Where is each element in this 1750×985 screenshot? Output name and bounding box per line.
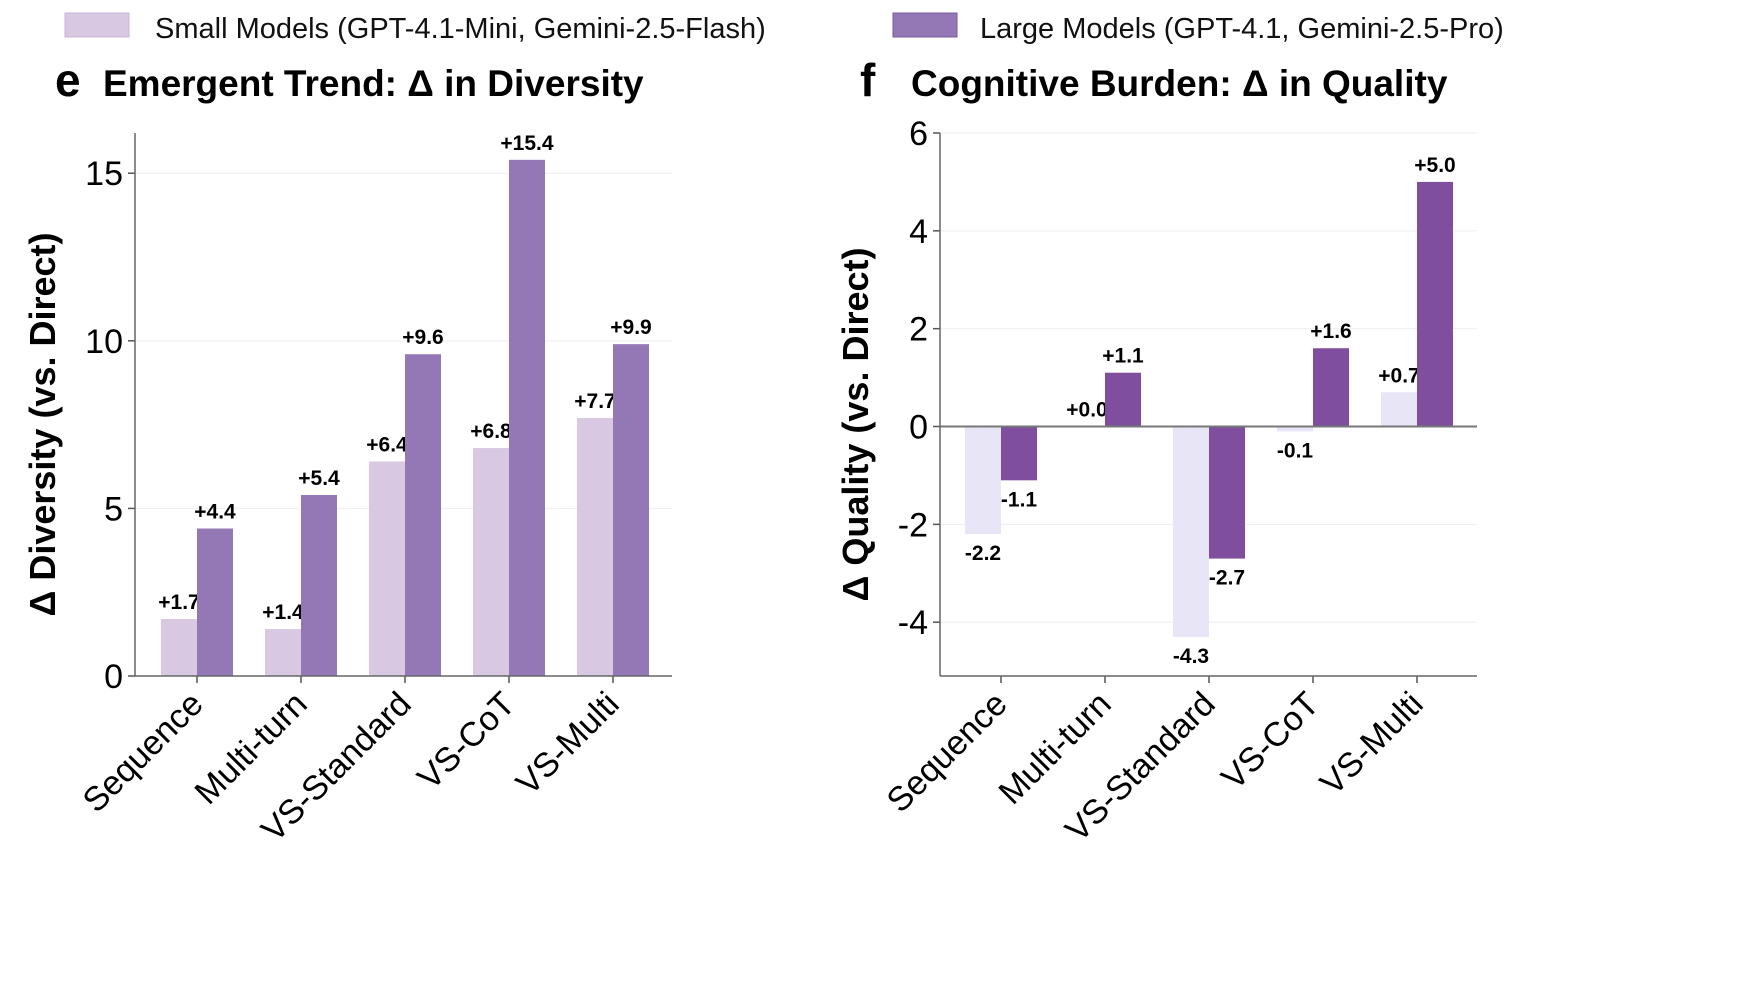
data-label: -4.3 <box>1173 645 1209 668</box>
y-tick-label: 10 <box>85 323 123 361</box>
y-tick-label: 0 <box>909 409 928 447</box>
bar-large-vs-multi <box>1417 181 1453 427</box>
x-tick-label: VS-CoT <box>1214 685 1326 797</box>
y-axis-label: Δ Quality (vs. Direct) <box>835 248 876 602</box>
bar-small-vs-standard <box>1173 426 1209 637</box>
bar-large-vs-standard <box>1209 426 1245 559</box>
bar-small-vs-multi <box>1381 392 1417 427</box>
x-tick-label: Sequence <box>880 685 1015 820</box>
y-tick-label: 6 <box>909 115 928 153</box>
x-tick-label: Sequence <box>76 685 211 820</box>
y-tick-label: 2 <box>909 311 928 349</box>
y-tick-label: -4 <box>898 604 928 642</box>
data-label: -0.1 <box>1277 439 1314 462</box>
bar-small-vs-cot <box>473 448 509 676</box>
bar-small-multi-turn <box>265 629 301 676</box>
y-tick-label: 5 <box>104 490 123 528</box>
data-label: +4.4 <box>194 501 236 524</box>
data-label: +1.7 <box>158 591 199 614</box>
panel-e: e Emergent Trend: Δ in Diversity 0 5 10 15 Δ D… <box>22 54 672 849</box>
data-label: -2.2 <box>965 542 1001 565</box>
data-label: +6.4 <box>366 433 408 456</box>
data-label: +6.8 <box>470 420 512 443</box>
chart-title: Emergent Trend: Δ in Diversity <box>103 63 644 104</box>
data-label: +9.6 <box>402 326 443 349</box>
y-tick-label: -2 <box>898 506 928 544</box>
legend: Small Models (GPT-4.1-Mini, Gemini-2.5-F… <box>64 12 1504 45</box>
data-label: -2.7 <box>1209 567 1245 590</box>
x-tick-label: VS-CoT <box>410 685 522 797</box>
bar-small-vs-multi <box>577 417 613 676</box>
bar-small-vs-cot <box>1277 426 1313 432</box>
bar-large-sequence <box>1001 426 1037 481</box>
bar-large-multi-turn <box>1105 372 1141 427</box>
data-label: +1.4 <box>262 601 304 624</box>
bar-small-vs-standard <box>369 461 405 676</box>
legend-swatch-small <box>64 12 130 38</box>
bar-small-sequence <box>161 619 197 676</box>
y-tick-label: 4 <box>909 213 928 251</box>
legend-label-small: Small Models (GPT-4.1-Mini, Gemini-2.5-F… <box>155 13 766 45</box>
data-label: +0.7 <box>1378 364 1419 387</box>
panel-letter: f <box>860 54 876 106</box>
bar-small-sequence <box>965 426 1001 535</box>
bar-large-multi-turn <box>301 495 337 676</box>
chart-title: Cognitive Burden: Δ in Quality <box>911 63 1448 104</box>
data-label: +0.0 <box>1066 399 1107 422</box>
data-label: +15.4 <box>500 132 553 155</box>
data-label: +5.0 <box>1414 154 1455 177</box>
data-label: +9.9 <box>610 316 651 339</box>
bar-large-sequence <box>197 528 233 676</box>
bar-large-vs-standard <box>405 354 441 676</box>
data-label: +5.4 <box>298 467 340 490</box>
y-axis-label: Δ Diversity (vs. Direct) <box>22 232 63 616</box>
data-label: +7.7 <box>574 390 615 413</box>
y-tick-label: 0 <box>104 658 123 696</box>
panel-letter: e <box>55 54 81 106</box>
y-tick-label: 15 <box>85 155 123 193</box>
legend-label-large: Large Models (GPT-4.1, Gemini-2.5-Pro) <box>980 13 1504 45</box>
x-tick-label: VS-Multi <box>1313 685 1431 803</box>
legend-swatch-large <box>892 12 958 38</box>
data-label: +1.1 <box>1102 345 1144 368</box>
panel-f: f Cognitive Burden: Δ in Quality -4 -2 0 2 4 6 Δ… <box>835 54 1477 849</box>
bar-large-vs-multi <box>613 344 649 676</box>
bar-large-vs-cot <box>509 159 545 676</box>
data-label: +1.6 <box>1310 320 1351 343</box>
bar-large-vs-cot <box>1313 348 1349 427</box>
data-label: -1.1 <box>1001 488 1038 511</box>
x-tick-label: VS-Multi <box>509 685 627 803</box>
